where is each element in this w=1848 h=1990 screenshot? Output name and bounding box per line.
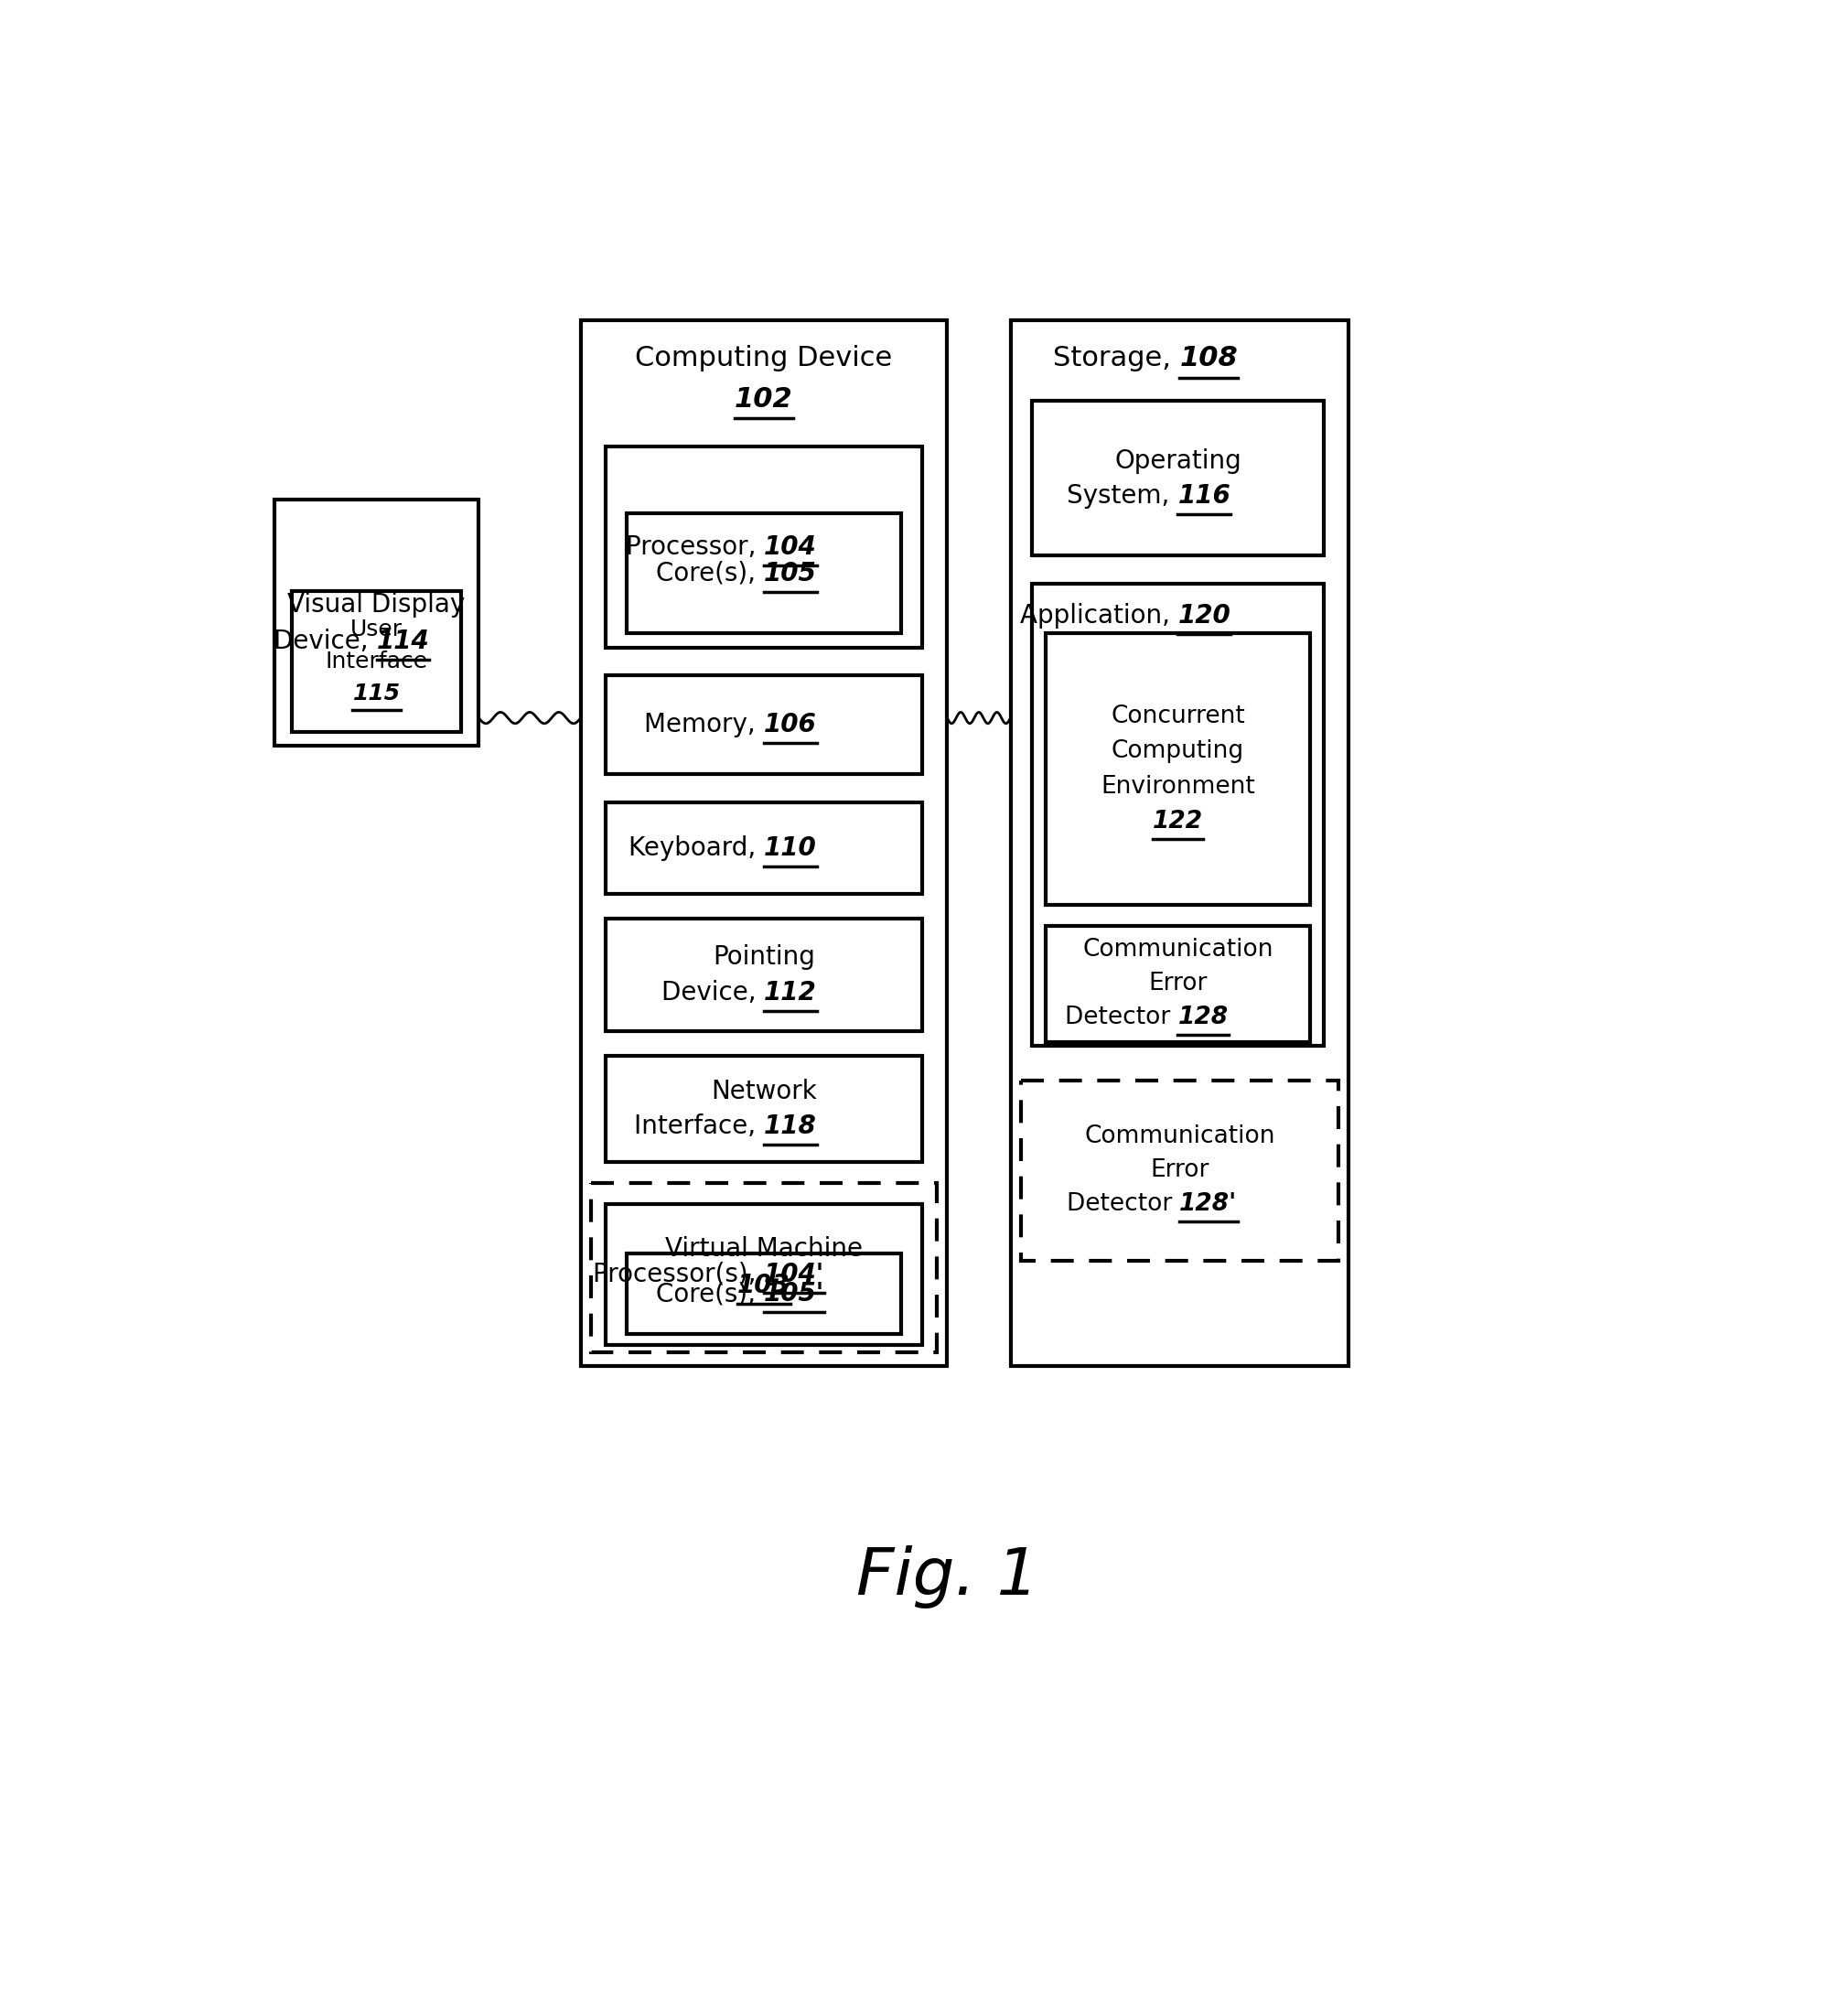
Bar — [292, 591, 460, 732]
Text: 105': 105' — [763, 1282, 824, 1307]
Text: Application,: Application, — [1020, 603, 1177, 629]
Text: 104': 104' — [763, 1262, 824, 1288]
Text: Device,: Device, — [274, 629, 377, 655]
Bar — [1046, 925, 1310, 1043]
Bar — [606, 675, 922, 774]
Text: Environment: Environment — [1101, 774, 1255, 798]
Bar — [274, 499, 479, 746]
Text: Core(s),: Core(s), — [656, 561, 763, 587]
Text: Concurrent: Concurrent — [1111, 704, 1246, 728]
Text: Keyboard,: Keyboard, — [628, 836, 763, 862]
Bar — [606, 802, 922, 894]
Text: Communication: Communication — [1083, 937, 1273, 961]
Text: Interface: Interface — [325, 651, 427, 673]
Bar — [606, 1204, 922, 1345]
Text: 103: 103 — [737, 1274, 791, 1299]
Text: Interface,: Interface, — [634, 1114, 763, 1140]
Text: 105: 105 — [763, 561, 817, 587]
Text: Error: Error — [1148, 971, 1207, 995]
Text: 122: 122 — [1153, 810, 1203, 834]
Bar — [626, 513, 902, 633]
Bar — [626, 1254, 902, 1335]
Text: Operating: Operating — [1114, 448, 1242, 474]
Text: Core(s),: Core(s), — [656, 1282, 763, 1307]
Text: Processor(s),: Processor(s), — [593, 1262, 763, 1288]
Bar — [1011, 320, 1349, 1365]
Text: Detector: Detector — [1064, 1005, 1177, 1029]
Bar — [1031, 583, 1323, 1045]
Text: 106: 106 — [763, 712, 817, 738]
Text: System,: System, — [1066, 484, 1177, 509]
Text: 108: 108 — [1179, 346, 1238, 372]
Text: 115: 115 — [353, 683, 401, 704]
Text: 110: 110 — [763, 836, 817, 862]
Bar — [606, 446, 922, 647]
Bar — [1022, 1081, 1338, 1260]
Text: Computing: Computing — [1111, 740, 1244, 764]
Text: Pointing: Pointing — [713, 945, 815, 971]
Bar — [591, 1182, 937, 1351]
Text: Communication: Communication — [1085, 1124, 1275, 1148]
Text: 116: 116 — [1177, 484, 1231, 509]
Text: 102: 102 — [736, 386, 793, 412]
Bar — [1031, 400, 1323, 555]
Text: User: User — [351, 619, 403, 641]
Text: 128': 128' — [1179, 1192, 1238, 1216]
Bar — [1046, 633, 1310, 905]
Text: Detector: Detector — [1066, 1192, 1179, 1216]
Text: Error: Error — [1149, 1158, 1209, 1182]
Text: 104: 104 — [763, 533, 817, 559]
Text: Storage,: Storage, — [1053, 346, 1179, 372]
Text: Virtual Machine: Virtual Machine — [665, 1236, 863, 1262]
Bar — [606, 919, 922, 1031]
Text: Fig. 1: Fig. 1 — [856, 1546, 1039, 1610]
Text: 128: 128 — [1177, 1005, 1229, 1029]
Text: 118: 118 — [763, 1114, 817, 1140]
Text: Device,: Device, — [662, 979, 763, 1005]
Text: 112: 112 — [763, 979, 817, 1005]
Text: 120: 120 — [1177, 603, 1231, 629]
Text: Processor,: Processor, — [625, 533, 763, 559]
Text: 114: 114 — [377, 629, 429, 655]
Text: Memory,: Memory, — [645, 712, 763, 738]
Text: Visual Display: Visual Display — [288, 591, 466, 617]
Text: Network: Network — [711, 1079, 817, 1104]
Bar — [606, 1057, 922, 1162]
Bar — [580, 320, 946, 1365]
Text: Computing Device: Computing Device — [636, 346, 893, 372]
